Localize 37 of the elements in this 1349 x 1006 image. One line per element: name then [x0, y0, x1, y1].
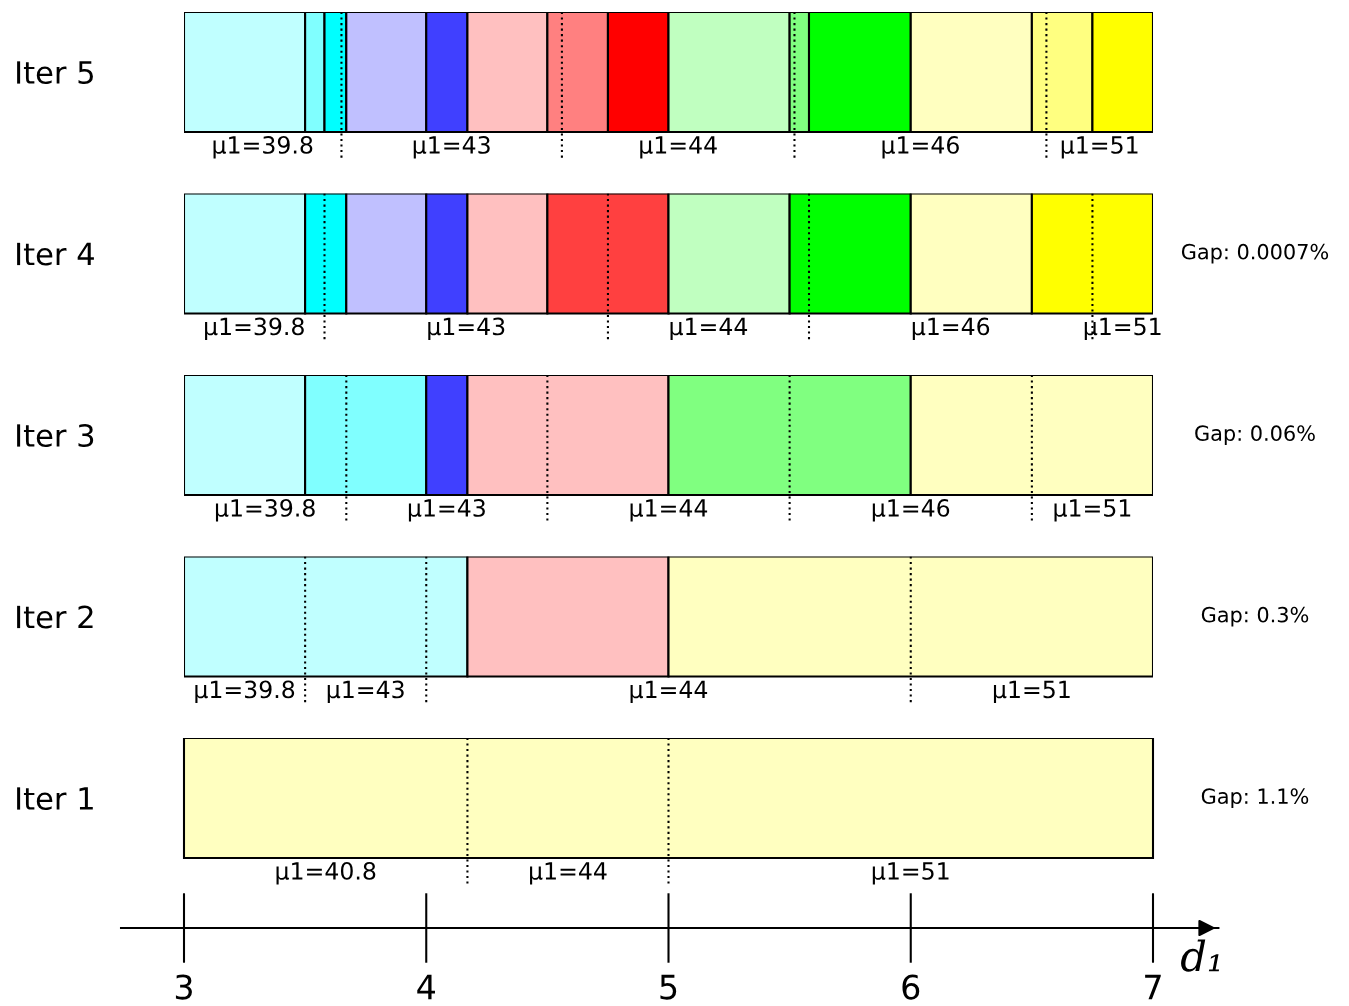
y-tick-label: Iter 5: [17, 61, 93, 85]
text: μ1=43: [408, 498, 485, 522]
text: μ1=43: [327, 680, 404, 703]
text: μ1=39.8: [195, 680, 295, 703]
text: μ1=43: [413, 135, 490, 159]
text: μ1=46: [872, 498, 950, 522]
y2-axis-title: Gap: 0.0007%: [1181, 243, 1329, 264]
x-tick-label: 6: [902, 974, 920, 1000]
y2-axis-title: Gap: 1.1%: [1201, 788, 1309, 809]
text: μ1=51: [993, 680, 1070, 703]
text: μ1=39.8: [215, 498, 315, 522]
text: μ1=44: [640, 136, 717, 159]
text: μ1=43: [428, 317, 505, 340]
y2-axis-title: Gap: 0.3%: [1201, 606, 1309, 627]
x-tick-label: 5: [660, 974, 677, 1000]
x-axis-title: d₁: [1181, 939, 1220, 972]
text: μ1=51: [1061, 136, 1138, 159]
annotation: μ1=40.8: [276, 861, 376, 885]
text: μ1=39.8: [213, 135, 313, 159]
text: μ1=39.8: [205, 317, 304, 340]
text: μ1=51: [1054, 499, 1131, 522]
y-tick-label: Iter 1: [17, 787, 93, 811]
text: μ1=51: [1084, 317, 1161, 340]
x-tick-label: 4: [417, 974, 435, 1000]
y-tick-label: Iter 4: [17, 242, 94, 266]
text: μ1=46: [912, 317, 990, 340]
text: μ1=44: [630, 499, 708, 522]
y-tick-label: Iter 2: [17, 605, 93, 629]
x-tick-label: 7: [1145, 974, 1161, 1000]
annotation: μ1=51: [872, 862, 949, 885]
x-tick-label: 3: [175, 974, 192, 1000]
text: μ1=44: [670, 317, 748, 340]
text: μ1=44: [630, 680, 708, 703]
annotation: μ1=44: [530, 862, 607, 885]
y2-axis-title: Gap: 0.06%: [1195, 425, 1315, 446]
text: μ1=46: [882, 135, 959, 159]
y-tick-label: Iter 3: [17, 423, 94, 448]
